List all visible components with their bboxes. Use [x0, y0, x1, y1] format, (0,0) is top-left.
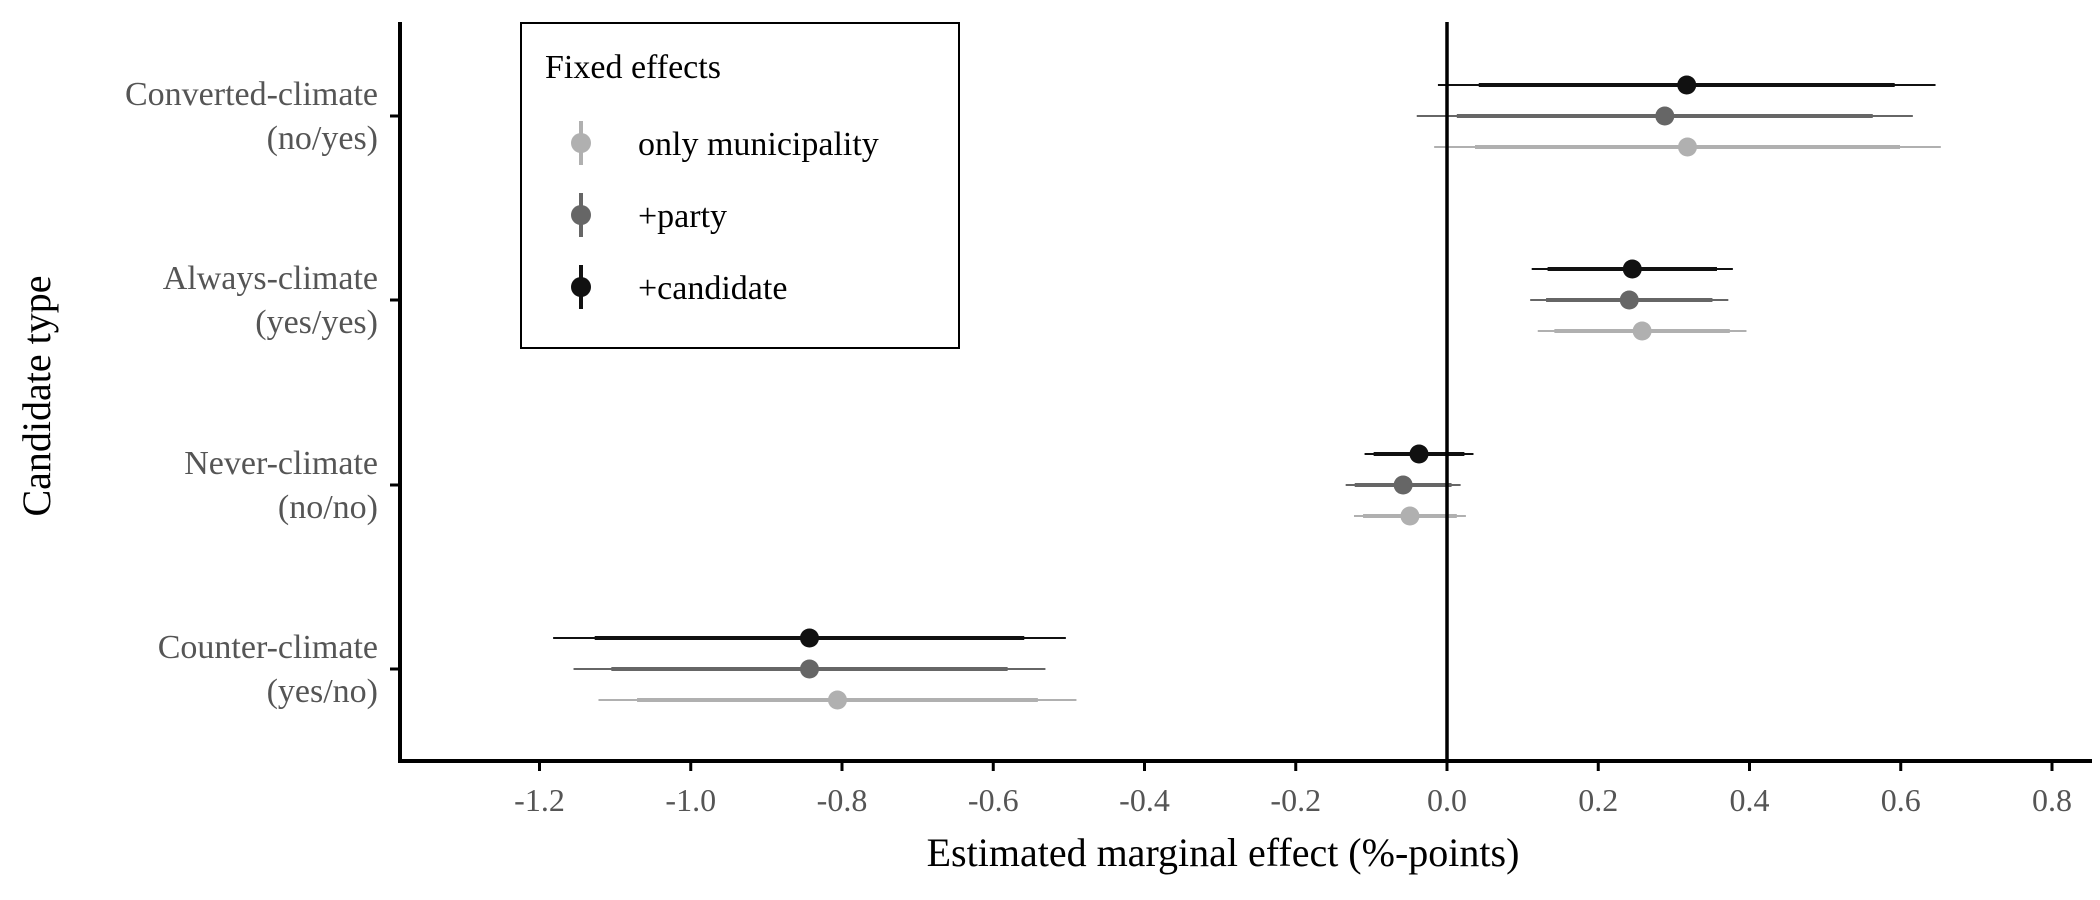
x-tick-label: -1.2	[514, 782, 565, 818]
point-estimate	[1619, 290, 1639, 310]
x-tick-label: 0.0	[1427, 782, 1467, 818]
x-tick-label: 0.6	[1881, 782, 1921, 818]
legend-box	[520, 22, 960, 349]
point-estimate	[1677, 75, 1697, 95]
y-tick-label-converted: Converted-climate	[125, 76, 378, 113]
y-tick-label-counter: Counter-climate	[158, 629, 378, 666]
y-tick-sublabel-always: (yes/yes)	[255, 304, 378, 341]
legend-title: Fixed effects	[545, 49, 721, 86]
legend-key-point	[571, 133, 591, 153]
point-estimate	[1622, 259, 1642, 279]
point-estimate	[799, 628, 819, 648]
point-estimate	[799, 659, 819, 679]
point-estimate	[1409, 444, 1429, 464]
axes: -1.2 -1.0 -0.8 -0.6 -0.4 -0.2 0.0 0.2 0.4 0.6 0.8 C…	[125, 22, 2092, 818]
x-tick-label: -0.6	[968, 782, 1019, 818]
legend-label: +party	[638, 198, 727, 235]
x-tick-label: 0.4	[1730, 782, 1770, 818]
y-tick-label-never: Never-climate	[184, 445, 378, 482]
y-tick-label-always: Always-climate	[163, 260, 378, 297]
x-tick-label: -0.8	[817, 782, 868, 818]
point-estimate	[1655, 106, 1675, 126]
point-estimate	[1400, 506, 1420, 526]
x-tick-label: -0.4	[1119, 782, 1170, 818]
legend-label: only municipality	[638, 126, 879, 163]
point-estimate	[827, 690, 847, 710]
legend-key-point	[571, 205, 591, 225]
chart-marks	[553, 75, 1941, 710]
x-tick-label: -0.2	[1270, 782, 1321, 818]
legend-key-point	[571, 277, 591, 297]
y-tick-sublabel-counter: (yes/no)	[267, 673, 378, 710]
x-axis-title: Estimated marginal effect (%-points)	[927, 830, 1520, 875]
x-tick-label: 0.8	[2032, 782, 2072, 818]
point-estimate	[1393, 475, 1413, 495]
legend: Fixed effects only municipality +party +ca…	[520, 22, 960, 349]
legend-label: +candidate	[638, 270, 787, 307]
y-axis-title: Candidate type	[14, 275, 59, 516]
point-estimate	[1677, 137, 1697, 157]
x-tick-label: 0.2	[1578, 782, 1618, 818]
y-tick-sublabel-converted: (no/yes)	[267, 120, 378, 157]
y-tick-sublabel-never: (no/no)	[278, 489, 378, 526]
point-estimate	[1632, 321, 1652, 341]
x-tick-label: -1.0	[665, 782, 716, 818]
